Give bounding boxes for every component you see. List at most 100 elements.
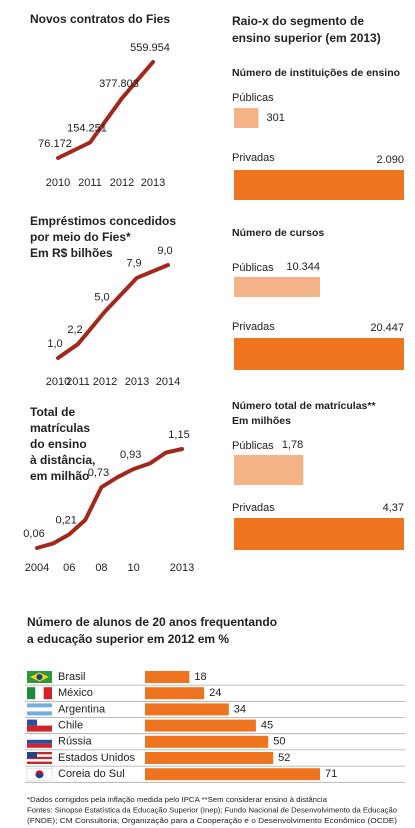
flag (36, 674, 43, 680)
x-tick-label: 2012 (93, 376, 117, 388)
value-label: 2,2 (67, 324, 82, 336)
x-tick-label: 2012 (110, 177, 134, 189)
value-label: 52 (278, 752, 290, 764)
footnote: *Dados corrigidos pela inflação medida p… (27, 795, 328, 804)
flag (27, 711, 52, 716)
x-tick-label: 2010 (46, 177, 70, 189)
data-line (56, 60, 155, 160)
value-label: 1,78 (282, 439, 303, 451)
chart-title: à distância, (30, 453, 95, 467)
flag (27, 752, 52, 755)
chart-title: Em milhões (232, 415, 291, 427)
data-line (56, 263, 170, 360)
data-line (35, 447, 184, 550)
x-tick-label: 2011 (66, 376, 90, 388)
value-label: 154.251 (67, 122, 107, 134)
flag (27, 743, 52, 748)
category-label: Argentina (58, 703, 106, 715)
section-title: Raio-x do segmento de (232, 14, 364, 28)
category-label: Privadas (232, 502, 275, 514)
value-label: 1,0 (47, 338, 62, 350)
x-tick-label: 2004 (25, 562, 49, 574)
chart-title: por meio do Fies* (30, 230, 131, 244)
value-label: 559.954 (130, 42, 170, 54)
category-label: Públicas (232, 262, 274, 274)
flag (43, 687, 52, 700)
flag (27, 707, 52, 712)
value-label: 24 (209, 687, 221, 699)
category-label: México (58, 687, 93, 699)
value-label: 76.172 (38, 138, 72, 150)
bar (234, 518, 404, 550)
chart-title: Em R$ bilhões (30, 246, 113, 260)
bar (234, 108, 259, 128)
value-label: 1,15 (168, 429, 189, 441)
flag (35, 687, 44, 700)
bar (145, 719, 256, 732)
bar (234, 277, 321, 297)
bar (145, 752, 274, 764)
flag (27, 739, 52, 744)
value-label: 71 (325, 768, 337, 780)
x-tick-label: 2013 (170, 562, 194, 574)
value-label: 45 (261, 720, 273, 732)
category-label: Privadas (232, 321, 275, 333)
flag (27, 703, 52, 708)
bar (234, 338, 404, 370)
flag (27, 761, 52, 764)
section-title: ensino superior (em 2013) (232, 31, 381, 45)
bar (145, 687, 205, 700)
value-label: 7,9 (126, 258, 141, 270)
bar (145, 703, 229, 716)
chart-title: Número de alunos de 20 anos frequentando (27, 615, 277, 629)
value-label: 301 (266, 112, 284, 124)
chart-title: Novos contratos do Fies (30, 12, 170, 26)
x-tick-label: 2013 (125, 376, 149, 388)
chart-title: Empréstimos concedidos (30, 214, 176, 228)
category-label: Chile (58, 720, 83, 732)
bar (145, 768, 320, 781)
chart-title: Número total de matrículas** (232, 400, 376, 412)
flag (27, 719, 37, 726)
chart-title: do ensino (30, 437, 87, 451)
chart-title: Número de cursos (232, 227, 324, 239)
chart-title: Total de (30, 405, 75, 419)
bar (145, 735, 269, 748)
flag (27, 752, 37, 758)
value-label: 2.090 (376, 154, 404, 166)
bar (234, 170, 404, 200)
category-label: Rússia (58, 736, 93, 748)
value-label: 4,37 (383, 502, 404, 514)
flag (27, 754, 52, 757)
x-tick-label: 2010 (46, 376, 70, 388)
category-label: Brasil (58, 671, 86, 683)
flag (27, 725, 52, 732)
x-tick-label: 06 (63, 562, 75, 574)
flag (27, 687, 36, 700)
value-label: 9,0 (157, 245, 172, 257)
x-tick-label: 2011 (78, 177, 102, 189)
category-label: Estados Unidos (58, 752, 136, 764)
x-tick-label: 10 (128, 562, 140, 574)
flag (27, 759, 52, 762)
bar (145, 671, 190, 683)
value-label: 34 (234, 703, 246, 715)
category-label: Públicas (232, 92, 274, 104)
chart-title: Número de instituições de ensino (232, 67, 400, 79)
x-tick-label: 08 (95, 562, 107, 574)
value-label: 18 (194, 671, 206, 683)
x-tick-label: 2014 (156, 376, 180, 388)
value-label: 5,0 (94, 291, 109, 303)
flag (27, 735, 52, 740)
value-label: 377.803 (99, 78, 139, 90)
value-label: 50 (273, 736, 285, 748)
footnote: (FNDE); CM Consultoria; Organização para… (27, 816, 398, 825)
value-label: 0,93 (120, 449, 141, 461)
x-tick-label: 2013 (141, 177, 165, 189)
category-label: Privadas (232, 152, 275, 164)
bar (234, 455, 304, 485)
footnote: Fontes: Sinopse Estatística da Educação … (27, 805, 397, 814)
value-label: 0,73 (88, 467, 109, 479)
